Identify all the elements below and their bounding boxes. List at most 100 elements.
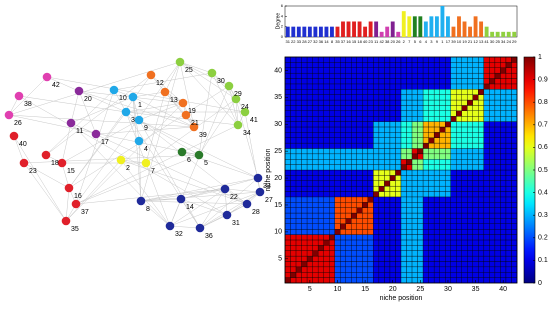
heat-cell xyxy=(494,132,501,138)
heat-cell xyxy=(400,78,407,85)
heat-cell xyxy=(461,202,468,208)
heat-cell xyxy=(334,89,341,95)
edge xyxy=(8,76,48,116)
heat-cell xyxy=(317,277,324,284)
heat-cell xyxy=(478,169,485,176)
heat-cell xyxy=(505,180,512,187)
heat-cell xyxy=(411,89,418,95)
heat-cell xyxy=(450,78,457,85)
heat-cell xyxy=(467,121,473,128)
heat-cell xyxy=(395,121,402,128)
heat-cell xyxy=(511,261,518,268)
node-label: 18 xyxy=(51,160,59,167)
heat-cell xyxy=(511,234,518,241)
heat-cell xyxy=(478,266,485,273)
bar xyxy=(352,21,356,37)
heat-cell xyxy=(489,62,496,68)
heat-cell xyxy=(329,164,335,171)
heat-cell xyxy=(428,94,435,101)
heat-cell xyxy=(312,62,319,68)
heat-cell xyxy=(445,83,451,90)
heat-cell xyxy=(317,105,324,111)
heat-cell xyxy=(373,148,380,155)
bar xyxy=(374,21,379,37)
heat-cell xyxy=(433,153,440,160)
heat-cell xyxy=(422,110,429,117)
heat-cell xyxy=(428,207,435,214)
heat-cell xyxy=(351,56,357,63)
heat-cell xyxy=(472,126,479,133)
x-tick-label: 30 xyxy=(444,286,452,293)
heat-cell xyxy=(384,99,391,106)
heat-cell xyxy=(505,277,512,284)
heat-cell xyxy=(417,196,424,203)
heat-cell xyxy=(384,207,391,214)
heat-cell xyxy=(290,110,297,117)
heat-cell xyxy=(395,105,402,111)
edge xyxy=(140,198,182,202)
heat-cell xyxy=(472,229,479,235)
heat-cell xyxy=(389,207,396,214)
heat-cell xyxy=(461,207,468,214)
heat-cell xyxy=(417,245,424,251)
heat-cell xyxy=(422,142,429,149)
heat-cell xyxy=(301,239,308,246)
heat-cell xyxy=(467,234,473,241)
heat-cell xyxy=(511,56,518,63)
heat-cell xyxy=(312,261,319,268)
heat-cell xyxy=(411,148,418,155)
heat-cell xyxy=(351,78,357,85)
heat-cell xyxy=(312,229,319,235)
heat-cell xyxy=(351,94,357,101)
heat-cell xyxy=(329,72,335,79)
heat-cell xyxy=(323,126,330,133)
heat-cell xyxy=(461,180,468,187)
heat-cell xyxy=(411,245,418,251)
heat-cell xyxy=(445,245,451,251)
node-label: 35 xyxy=(71,226,79,233)
heat-cell xyxy=(290,250,297,257)
heat-cell xyxy=(323,245,330,251)
heat-cell xyxy=(483,56,490,63)
edge xyxy=(140,191,261,202)
heat-cell xyxy=(450,261,457,268)
heat-cell xyxy=(467,229,473,235)
heat-cell xyxy=(395,72,402,79)
x-tick-label: 14 xyxy=(324,39,329,44)
heat-cell xyxy=(461,261,468,268)
heat-cell xyxy=(411,153,418,160)
heat-cell xyxy=(417,56,424,63)
heat-cell xyxy=(433,137,440,144)
heat-cell xyxy=(340,132,346,138)
heat-cell xyxy=(433,56,440,63)
node xyxy=(71,199,81,209)
heat-cell xyxy=(494,191,501,198)
heat-cell xyxy=(450,218,457,224)
heat-cell xyxy=(345,67,352,74)
heat-cell xyxy=(500,132,507,138)
heat-cell xyxy=(329,202,335,208)
heat-cell xyxy=(439,229,446,235)
heat-cell xyxy=(467,148,473,155)
heat-cell xyxy=(290,255,297,262)
heat-cell xyxy=(367,207,374,214)
heat-cell xyxy=(334,185,341,192)
heat-cell xyxy=(378,89,385,95)
heat-cell xyxy=(345,153,352,160)
heat-cell xyxy=(445,234,451,241)
heat-cell xyxy=(433,94,440,101)
heat-cell xyxy=(373,218,380,224)
heat-cell xyxy=(450,153,457,160)
heat-cell xyxy=(306,272,313,278)
heat-cell xyxy=(378,153,385,160)
heat-cell xyxy=(317,67,324,74)
heat-cell xyxy=(439,137,446,144)
heat-cell xyxy=(306,62,313,68)
heat-cell xyxy=(362,255,369,262)
heat-cell xyxy=(312,191,319,198)
heat-cell xyxy=(306,142,313,149)
heat-cell xyxy=(505,169,512,176)
heat-cell xyxy=(439,148,446,155)
heat-cell xyxy=(356,234,363,241)
heat-cell xyxy=(317,121,324,128)
